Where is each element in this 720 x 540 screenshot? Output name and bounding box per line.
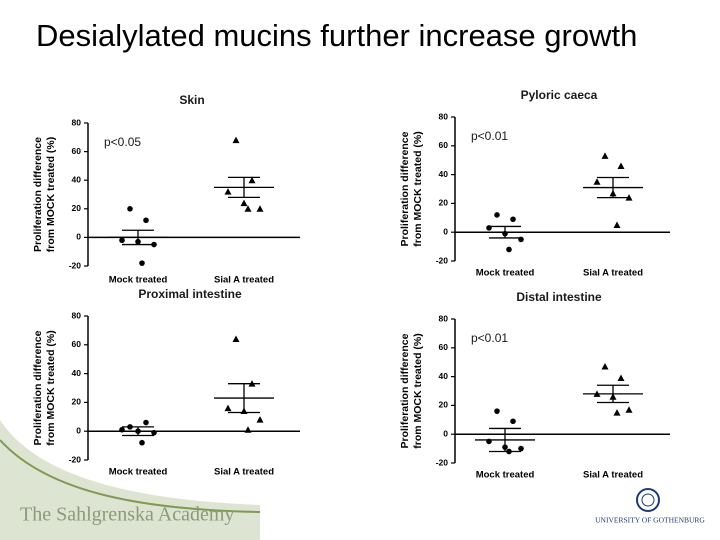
data-point bbox=[143, 217, 149, 224]
data-point bbox=[510, 418, 516, 425]
x-tick-label: Sial A treated bbox=[583, 268, 643, 279]
chart-title: Pyloric caeca bbox=[521, 88, 598, 102]
y-tick-label: 40 bbox=[439, 169, 449, 179]
data-point bbox=[232, 136, 240, 144]
y-tick-label: 20 bbox=[439, 198, 449, 208]
data-point bbox=[601, 152, 609, 159]
y-axis-label: from MOCK treated (%) bbox=[412, 333, 424, 449]
data-point bbox=[518, 445, 524, 452]
x-tick-label: Sial A treated bbox=[583, 470, 643, 481]
data-point bbox=[244, 205, 252, 212]
error-bar bbox=[122, 229, 154, 246]
data-point bbox=[593, 178, 601, 185]
y-tick-label: -20 bbox=[69, 454, 82, 464]
data-point bbox=[601, 363, 609, 370]
logo-text: UNIVERSITY OF GOTHENBURG bbox=[595, 516, 705, 525]
p-value: p<0.01 bbox=[471, 331, 508, 345]
x-tick-label: Sial A treated bbox=[214, 467, 274, 478]
decor-line bbox=[0, 439, 261, 513]
logo-emblem bbox=[636, 488, 660, 512]
x-tick-label: Mock treated bbox=[476, 470, 535, 481]
data-point bbox=[232, 335, 240, 343]
data-point bbox=[143, 419, 149, 426]
error-bar bbox=[122, 426, 154, 437]
data-point bbox=[494, 212, 500, 218]
y-tick-label: 20 bbox=[439, 400, 449, 410]
data-point bbox=[119, 237, 125, 244]
error-bar bbox=[489, 225, 521, 239]
y-tick-label: 80 bbox=[72, 310, 82, 320]
y-tick-label: 80 bbox=[439, 111, 449, 121]
y-axis-label: Proliferation difference bbox=[32, 137, 44, 252]
data-point bbox=[494, 408, 500, 414]
y-tick-label: 60 bbox=[72, 339, 82, 349]
y-tick-label: 0 bbox=[443, 428, 448, 438]
data-point bbox=[256, 416, 264, 423]
y-axis-label: Proliferation difference bbox=[399, 131, 411, 246]
p-value: p<0.01 bbox=[471, 129, 508, 143]
y-axis-label: from MOCK treated (%) bbox=[45, 330, 57, 446]
data-point bbox=[613, 409, 621, 416]
error-bar bbox=[597, 176, 629, 199]
x-tick-label: Mock treated bbox=[109, 467, 168, 478]
data-point bbox=[510, 216, 516, 223]
y-axis-label: from MOCK treated (%) bbox=[412, 131, 424, 247]
slide-title: Desialylated mucins further increase gro… bbox=[36, 18, 638, 53]
y-tick-label: -20 bbox=[69, 260, 82, 270]
decor-swoosh bbox=[0, 420, 260, 540]
y-tick-label: 40 bbox=[72, 174, 82, 184]
x-tick-label: Mock treated bbox=[476, 268, 535, 279]
error-bar bbox=[597, 384, 629, 404]
footer: The Sahlgrenska Academy bbox=[20, 504, 234, 526]
y-tick-label: 80 bbox=[439, 313, 449, 323]
data-point bbox=[625, 406, 633, 413]
y-tick-label: 80 bbox=[72, 117, 82, 127]
chart-title: Proximal intestine bbox=[138, 287, 242, 301]
y-tick-label: -20 bbox=[436, 457, 449, 467]
data-point bbox=[506, 246, 512, 253]
y-axis-label: Proliferation difference bbox=[399, 333, 411, 448]
p-value: p<0.05 bbox=[104, 135, 141, 149]
y-tick-label: -20 bbox=[436, 255, 449, 265]
y-tick-label: 0 bbox=[76, 425, 81, 435]
data-point bbox=[256, 205, 264, 212]
y-axis-label: Proliferation difference bbox=[32, 330, 44, 445]
y-tick-label: 0 bbox=[443, 226, 448, 236]
x-tick-label: Sial A treated bbox=[214, 275, 274, 286]
error-bar bbox=[489, 427, 521, 453]
error-bar bbox=[228, 176, 260, 199]
data-point bbox=[240, 199, 248, 207]
data-point bbox=[613, 221, 621, 228]
data-point bbox=[617, 374, 625, 382]
data-point bbox=[139, 439, 145, 446]
y-tick-label: 60 bbox=[439, 140, 449, 150]
data-point bbox=[127, 206, 133, 212]
y-tick-label: 40 bbox=[72, 368, 82, 378]
data-point bbox=[224, 404, 232, 412]
data-point bbox=[139, 260, 145, 266]
chart-title: Distal intestine bbox=[516, 290, 602, 304]
y-tick-label: 20 bbox=[72, 203, 82, 213]
y-tick-label: 20 bbox=[72, 397, 82, 407]
data-point bbox=[617, 162, 625, 169]
x-tick-label: Mock treated bbox=[109, 275, 168, 286]
y-tick-label: 0 bbox=[76, 232, 81, 242]
error-bar bbox=[228, 383, 260, 414]
y-tick-label: 40 bbox=[439, 371, 449, 381]
data-point bbox=[224, 188, 232, 195]
logo-emblem-inner bbox=[641, 493, 655, 507]
y-tick-label: 60 bbox=[439, 342, 449, 352]
y-axis-label: from MOCK treated (%) bbox=[45, 137, 57, 253]
data-point bbox=[244, 426, 252, 433]
chart-title: Skin bbox=[179, 93, 204, 107]
y-tick-label: 60 bbox=[72, 146, 82, 156]
data-point bbox=[248, 176, 256, 184]
